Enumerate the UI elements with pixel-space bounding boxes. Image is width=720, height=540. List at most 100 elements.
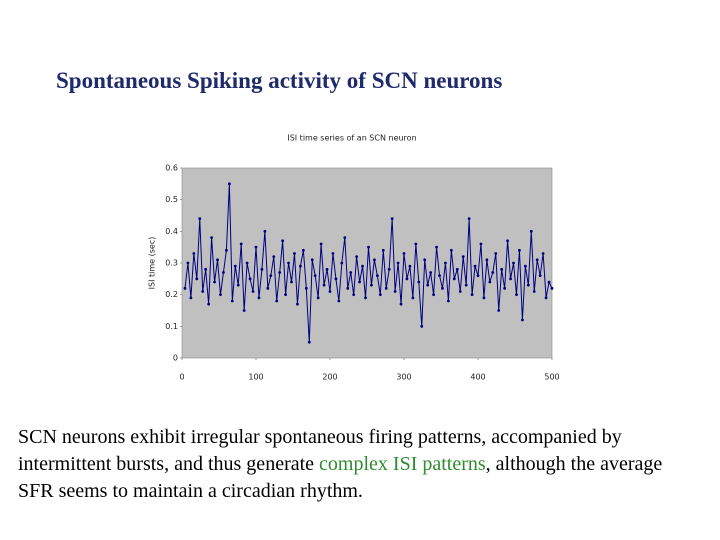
y-axis-label: ISI time (sec) [148,237,157,290]
data-point [521,318,524,322]
data-point [381,248,385,252]
data-point [254,245,258,249]
data-point [367,245,370,249]
highlighted-text: complex ISI patterns [319,453,486,475]
data-point [405,277,409,281]
data-point [346,286,350,290]
y-tick-label: 0.2 [165,290,178,299]
data-point [426,283,430,287]
data-point [301,248,305,252]
data-point [529,229,533,233]
data-point [260,267,264,271]
data-point [242,309,246,312]
data-point [414,242,418,246]
body-text-part: , although the average SFR seems to main… [18,453,663,502]
data-point [290,280,293,284]
data-point [370,283,373,287]
data-point [201,290,205,293]
data-point [482,296,486,300]
body-text-part: SCN neurons exhibit irregular spontaneou… [18,426,622,475]
data-point [535,258,539,262]
data-point [225,248,228,252]
data-point [207,302,211,306]
data-point [485,258,489,262]
data-point [390,217,394,221]
data-point [189,296,193,300]
data-point [526,283,530,287]
data-point [541,252,545,255]
data-point [438,274,441,278]
data-point [281,239,285,243]
data-point [310,258,314,262]
data-point [452,277,456,281]
data-point [275,299,279,303]
data-point [251,290,255,293]
data-point [334,277,338,281]
data-point [361,264,364,268]
data-point [192,252,196,255]
data-point [441,286,444,290]
data-point [337,299,341,303]
y-tick-label: 0 [173,354,178,363]
data-point [183,286,187,290]
x-tick-label: 200 [322,373,337,382]
data-point [210,236,214,240]
data-point [195,277,199,281]
data-point [461,255,465,259]
data-point [420,324,424,328]
data-point [497,309,501,312]
data-point [464,283,468,287]
data-point [435,245,438,249]
data-point [538,274,542,278]
x-tick-label: 100 [248,373,263,382]
data-point [284,293,287,297]
data-point [296,302,299,306]
data-point [402,252,406,255]
data-point [331,252,335,255]
data-point [293,252,296,255]
data-point [423,258,427,262]
data-point [233,264,237,268]
data-point [509,277,512,281]
data-point [304,286,308,290]
data-point [387,267,391,271]
data-point [352,293,356,297]
data-point [506,239,509,243]
chart: ISI time series of an SCN neuron ISI tim… [148,134,560,382]
data-point [349,271,353,274]
x-tick-label: 400 [470,373,485,382]
data-point [503,286,507,290]
data-point [411,296,415,300]
y-tick-label: 0.3 [165,259,178,268]
data-point [266,286,270,290]
body-text: SCN neurons exhibit irregular spontaneou… [18,424,702,505]
data-point [378,293,382,297]
data-point [399,302,403,306]
data-point [408,264,412,268]
data-point [287,261,290,265]
data-point [319,242,323,246]
data-point [278,271,282,274]
data-point [429,271,433,274]
y-tick-label: 0.1 [165,322,178,331]
data-point [239,242,243,246]
data-point [491,271,495,274]
data-point [375,274,379,278]
data-point [313,274,317,278]
data-point [518,248,521,252]
data-point [272,255,276,259]
data-point [532,290,536,293]
data-point [325,267,329,271]
data-point [544,296,548,300]
data-point [236,283,240,287]
data-point [447,299,450,303]
data-point [432,293,435,297]
data-point [393,290,397,293]
data-point [307,340,311,344]
data-point [458,290,462,293]
data-point [328,290,332,293]
data-point [467,217,471,221]
data-point [263,229,267,233]
chart-title: ISI time series of an SCN neuron [287,134,416,143]
